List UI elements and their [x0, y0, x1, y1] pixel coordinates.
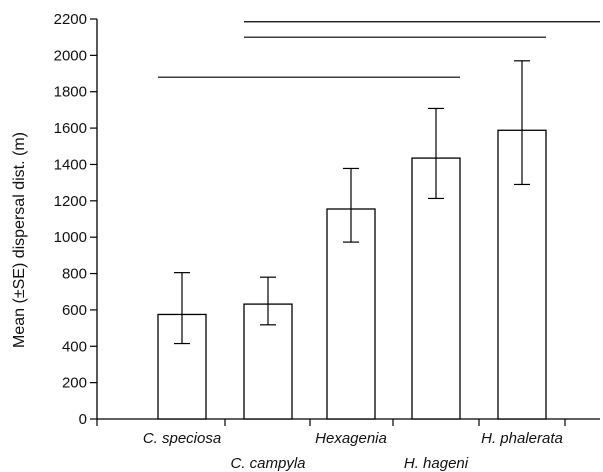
- y-tick-label: 2200: [54, 11, 87, 28]
- y-tick-label: 1200: [54, 193, 87, 210]
- bar: [326, 208, 376, 420]
- y-tick-label: 600: [62, 302, 87, 319]
- y-tick-label: 1000: [54, 229, 87, 246]
- y-axis-title: Mean (±SE) dispersal dist. (m): [11, 132, 28, 348]
- y-tick-label: 400: [62, 338, 87, 355]
- y-tick-label: 0: [79, 411, 87, 428]
- y-tick-label: 200: [62, 375, 87, 392]
- y-tick-label: 1600: [54, 120, 87, 137]
- category-label: H. phalerata: [481, 430, 563, 447]
- y-tick-label: 800: [62, 266, 87, 283]
- category-label: H. hageni: [404, 455, 469, 472]
- plot-area: 0 200 400 600 800 1000 1200 1400 1600 1800 2000 220…: [54, 11, 600, 472]
- category-label: C. campyla: [230, 455, 305, 472]
- y-tick-label: 1800: [54, 84, 87, 101]
- y-tick-label: 2000: [54, 47, 87, 64]
- category-label: C. speciosa: [143, 430, 221, 447]
- y-tick-label: 1400: [54, 156, 87, 173]
- category-label: Hexagenia: [315, 430, 387, 447]
